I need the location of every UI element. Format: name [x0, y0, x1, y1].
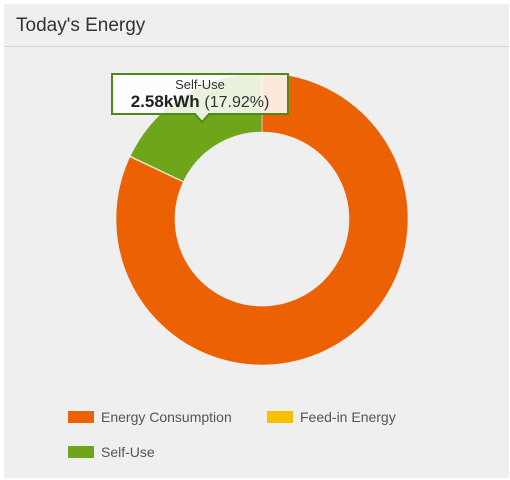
- slice-energy-consumption[interactable]: [115, 72, 409, 366]
- svg-text:2.58kWh (17.92%): 2.58kWh (17.92%): [131, 92, 270, 111]
- legend-label: Self-Use: [101, 444, 155, 460]
- legend-label: Feed-in Energy: [300, 409, 396, 425]
- panel-title: Today's Energy: [4, 4, 509, 47]
- tooltip-label: Self-Use: [175, 77, 225, 92]
- legend-swatch-feed-in-energy: [267, 411, 293, 423]
- legend-swatch-energy-consumption: [68, 411, 94, 423]
- legend-item-energy-consumption[interactable]: Energy Consumption: [68, 409, 232, 425]
- legend-label: Energy Consumption: [101, 409, 232, 425]
- legend-swatch-self-use: [68, 446, 94, 458]
- tooltip-value: 2.58kWh: [131, 92, 205, 111]
- legend-item-feed-in-energy[interactable]: Feed-in Energy: [267, 409, 396, 425]
- tooltip-percent: (17.92%): [204, 94, 269, 111]
- legend-item-self-use[interactable]: Self-Use: [68, 444, 155, 460]
